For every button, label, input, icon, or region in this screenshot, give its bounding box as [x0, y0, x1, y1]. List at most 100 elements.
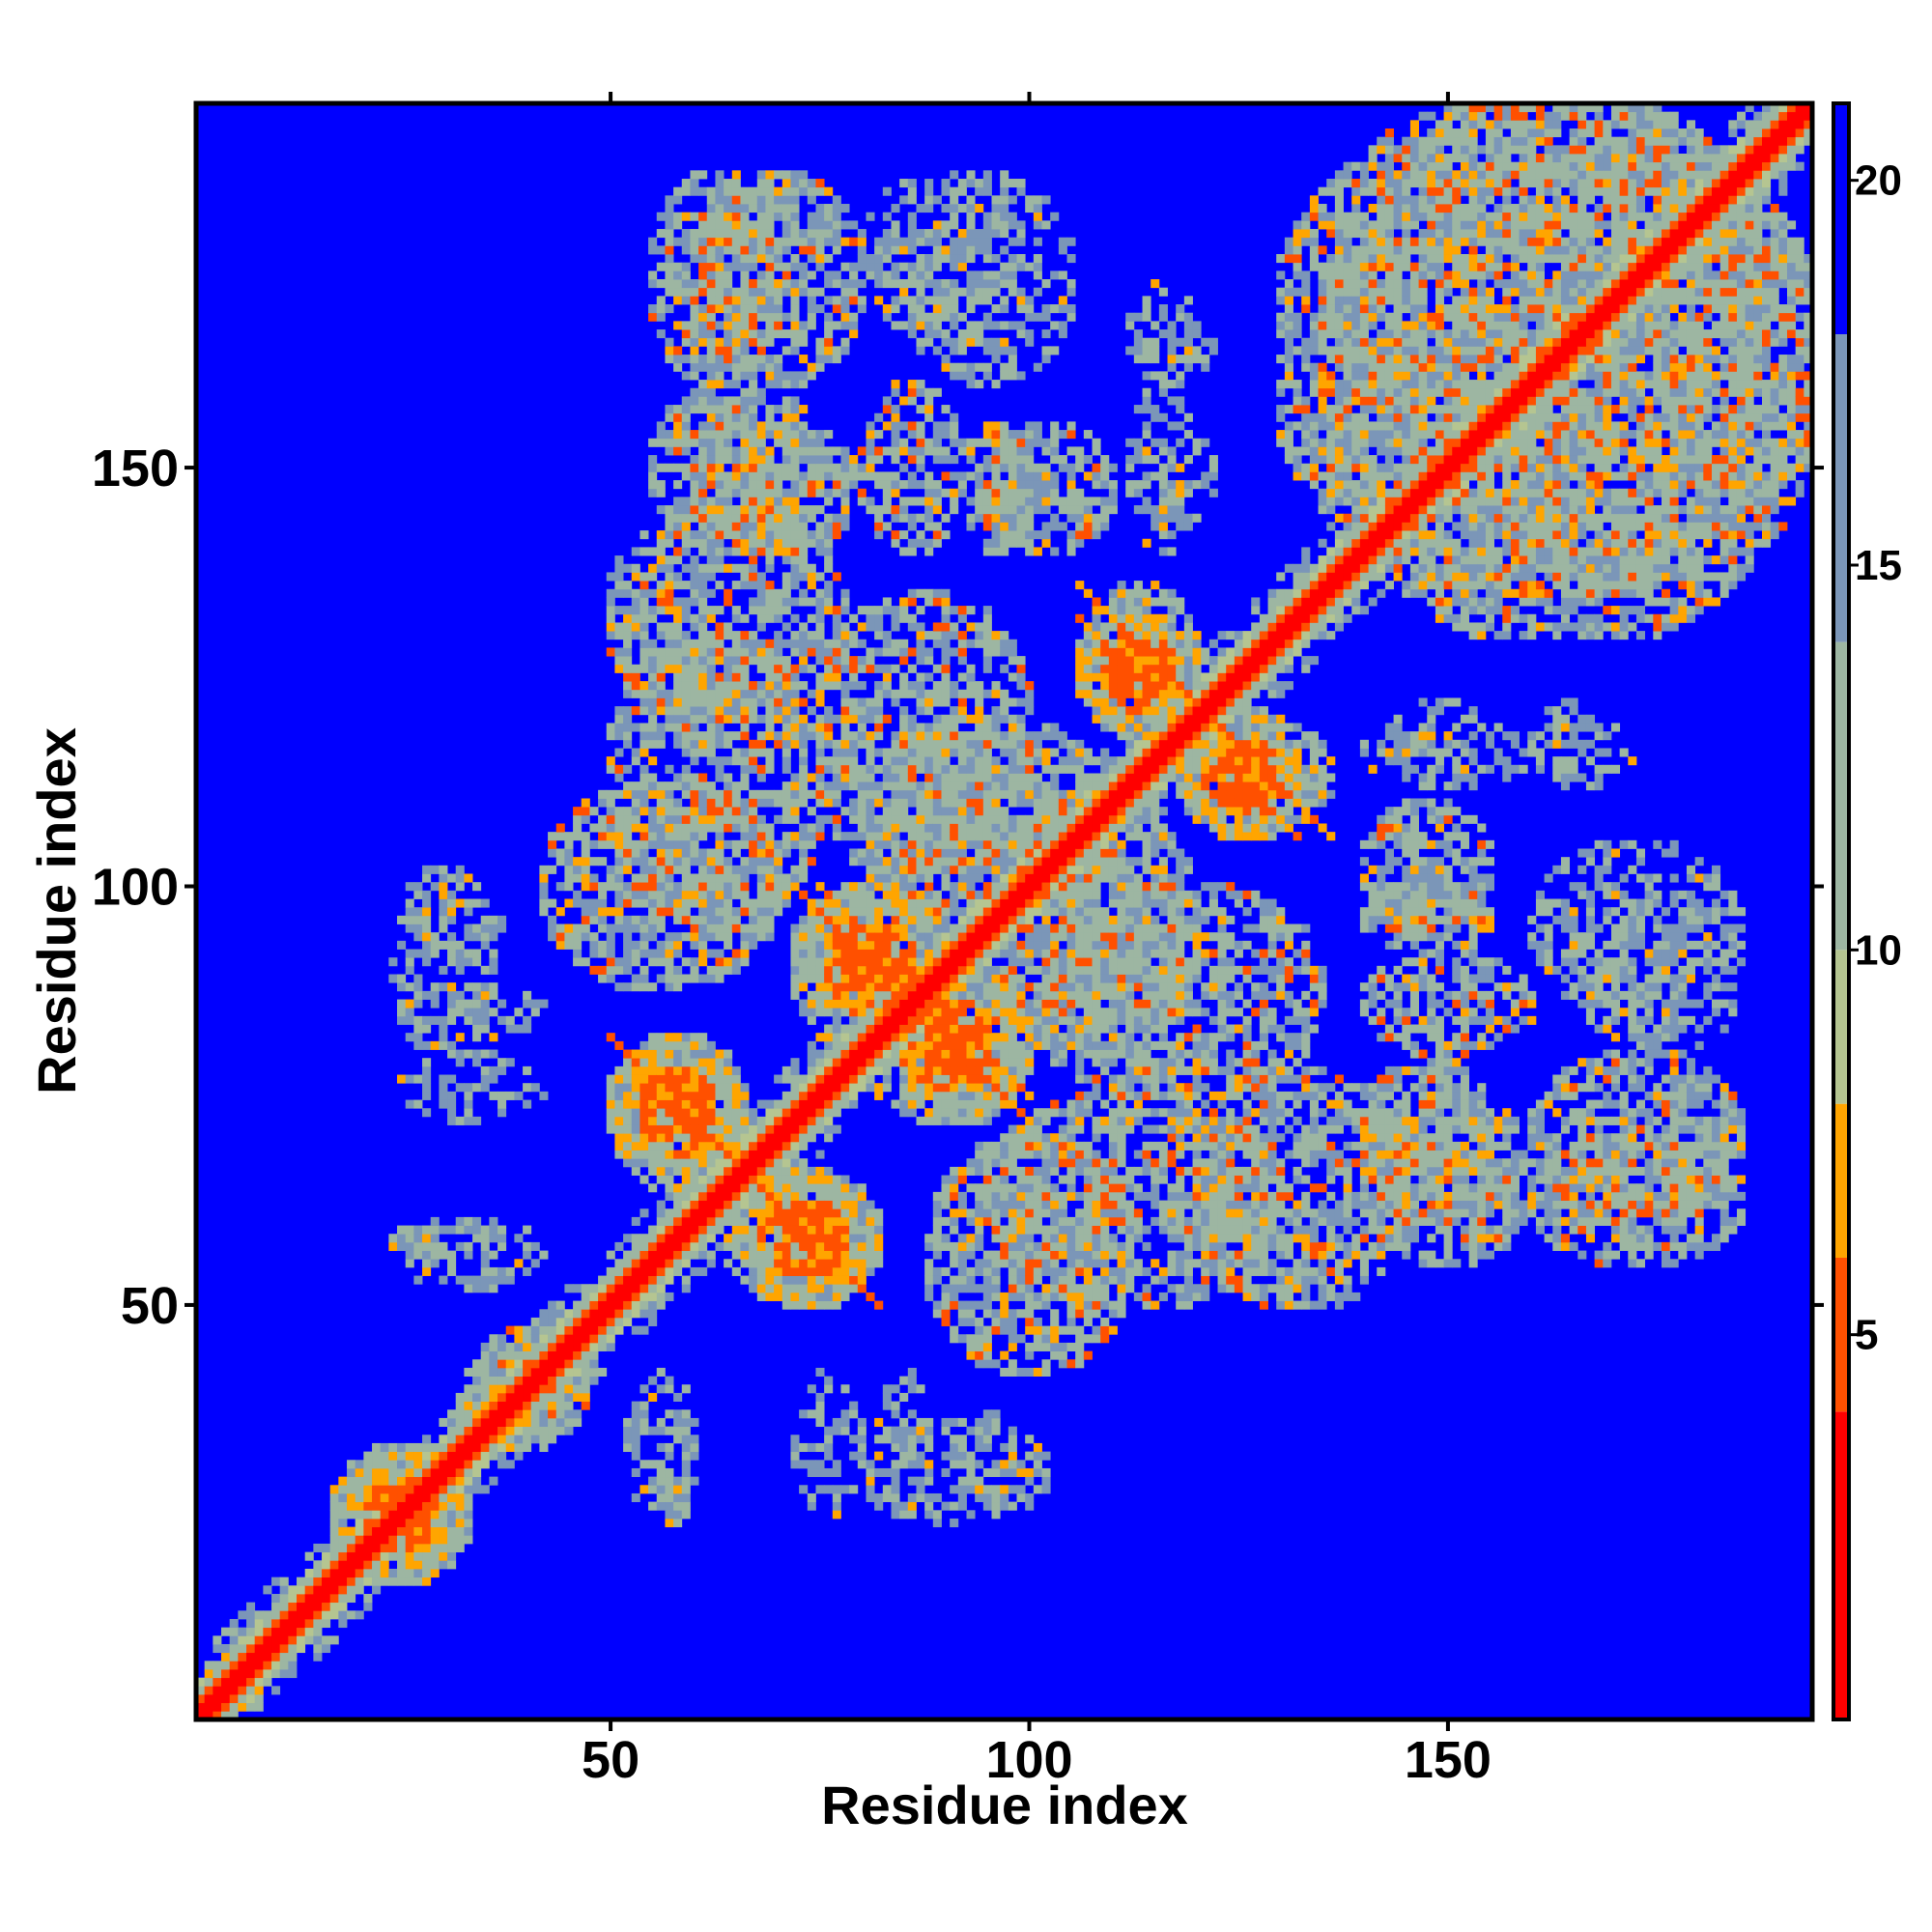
heatmap-cell: [815, 631, 825, 640]
heatmap-cell: [740, 270, 750, 280]
heatmap-cell: [899, 287, 909, 297]
heatmap-cell: [648, 1183, 658, 1193]
heatmap-cell: [799, 965, 809, 975]
heatmap-cell: [891, 907, 900, 917]
heatmap-cell: [623, 1435, 633, 1444]
heatmap-cell: [749, 1133, 758, 1143]
heatmap-cell: [196, 1693, 206, 1704]
heatmap-cell: [464, 1216, 473, 1226]
heatmap-cell: [530, 1317, 540, 1326]
heatmap-cell: [581, 1342, 590, 1351]
heatmap-cell: [765, 1175, 775, 1184]
heatmap-cell: [731, 1083, 741, 1093]
heatmap-cell: [790, 204, 800, 213]
heatmap-cell: [824, 1451, 834, 1461]
heatmap-cell: [790, 480, 800, 490]
heatmap-cell: [673, 1225, 683, 1235]
heatmap-cell: [665, 898, 674, 908]
heatmap-cell: [799, 656, 809, 666]
heatmap-cell: [815, 1191, 825, 1201]
heatmap-cell: [941, 664, 951, 673]
heatmap-cell: [430, 1250, 440, 1260]
heatmap-cell: [774, 245, 783, 255]
heatmap-cell: [781, 287, 791, 297]
heatmap-cell: [706, 204, 716, 213]
heatmap-cell: [857, 798, 867, 808]
heatmap-cell: [472, 1284, 482, 1293]
heatmap-cell: [849, 781, 859, 791]
heatmap-cell: [907, 974, 917, 983]
heatmap-cell: [698, 882, 708, 892]
heatmap-cell: [690, 581, 699, 590]
heatmap-cell: [706, 823, 716, 833]
heatmap-cell: [698, 1049, 708, 1059]
heatmap-cell: [891, 1008, 900, 1017]
heatmap-cell: [941, 974, 951, 983]
heatmap-cell: [815, 287, 825, 297]
heatmap-cell: [413, 1526, 423, 1536]
heatmap-cell: [907, 1065, 917, 1075]
heatmap-cell: [774, 597, 783, 607]
heatmap-cell: [606, 1292, 615, 1301]
heatmap-cell: [715, 471, 724, 481]
heatmap-cell: [681, 229, 691, 239]
heatmap-cell: [899, 1417, 909, 1428]
heatmap-cell: [924, 497, 934, 506]
heatmap-cell: [799, 455, 809, 465]
heatmap-cell: [681, 1116, 691, 1125]
heatmap-cell: [815, 814, 825, 824]
heatmap-cell: [740, 229, 750, 239]
heatmap-cell: [523, 1442, 532, 1453]
heatmap-cell: [799, 1133, 809, 1143]
heatmap-cell: [514, 1342, 524, 1351]
heatmap-cell: [907, 756, 917, 766]
heatmap-cell: [849, 1191, 859, 1201]
heatmap-cell: [740, 857, 750, 867]
heatmap-cell: [447, 1250, 457, 1260]
heatmap-cell: [891, 689, 900, 698]
heatmap-cell: [781, 538, 791, 548]
heatmap-cell: [706, 329, 716, 339]
heatmap-cell: [656, 555, 666, 565]
heatmap-cell: [832, 949, 841, 958]
heatmap-cell: [464, 1116, 473, 1125]
heatmap-cell: [740, 807, 750, 816]
heatmap-cell: [840, 237, 850, 246]
heatmap-cell: [447, 1492, 457, 1503]
heatmap-cell: [774, 731, 783, 741]
heatmap-cell: [899, 1083, 909, 1093]
heatmap-cell: [774, 329, 783, 339]
heatmap-cell: [731, 689, 741, 698]
heatmap-cell: [907, 814, 917, 824]
heatmap-cell: [799, 647, 809, 657]
heatmap-cell: [497, 1266, 507, 1276]
heatmap-cell: [807, 455, 816, 465]
heatmap-cell: [891, 982, 900, 992]
heatmap-cell: [724, 430, 733, 440]
heatmap-cell: [405, 1015, 414, 1025]
heatmap-cell: [656, 940, 666, 950]
heatmap-cell: [472, 1384, 482, 1394]
heatmap-cell: [781, 438, 791, 447]
heatmap-cell: [857, 1275, 867, 1285]
heatmap-cell: [204, 1686, 213, 1695]
heatmap-cell: [648, 1275, 658, 1285]
heatmap-cell: [849, 1200, 859, 1209]
heatmap-cell: [715, 346, 724, 355]
heatmap-cell: [916, 672, 925, 682]
heatmap-cell: [799, 857, 809, 867]
heatmap-cell: [724, 1058, 733, 1067]
heatmap-cell: [932, 522, 942, 531]
heatmap-cell: [874, 882, 884, 892]
heatmap-cell: [589, 1376, 599, 1385]
heatmap-cell: [422, 1442, 432, 1453]
heatmap-cell: [279, 1602, 289, 1611]
heatmap-cell: [907, 304, 917, 314]
heatmap-cell: [790, 1266, 800, 1276]
heatmap-cell: [690, 296, 699, 305]
heatmap-cell: [857, 999, 867, 1009]
heatmap-cell: [840, 1384, 850, 1394]
heatmap-cell: [480, 1225, 490, 1235]
heatmap-cell: [698, 714, 708, 724]
heatmap-cell: [322, 1602, 331, 1611]
